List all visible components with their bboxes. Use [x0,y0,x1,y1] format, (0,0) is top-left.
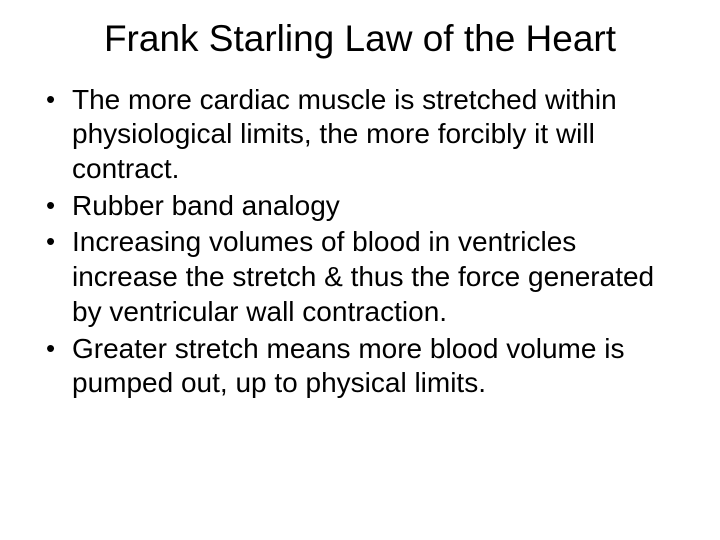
slide: Frank Starling Law of the Heart The more… [0,0,720,540]
bullet-item: Increasing volumes of blood in ventricle… [46,225,686,329]
bullet-item: Greater stretch means more blood volume … [46,332,686,401]
bullet-item: Rubber band analogy [46,189,686,224]
bullet-list: The more cardiac muscle is stretched wit… [28,83,692,401]
bullet-item: The more cardiac muscle is stretched wit… [46,83,686,187]
slide-title: Frank Starling Law of the Heart [28,18,692,61]
